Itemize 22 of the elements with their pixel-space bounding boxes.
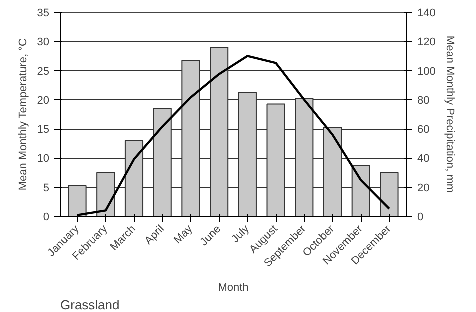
y-tick-label: 10 xyxy=(37,153,50,166)
y2-tick-label: 20 xyxy=(418,182,430,194)
y-tick-label: 0 xyxy=(43,212,50,224)
x-tick-label: May xyxy=(172,222,196,246)
y-tick-label: 15 xyxy=(37,124,50,136)
x-tick-label: July xyxy=(230,222,252,246)
y2-tick-label: 40 xyxy=(418,153,430,166)
y-tick-label: 30 xyxy=(37,36,50,49)
x-axis-title: Month xyxy=(218,282,249,294)
y-tick-label: 25 xyxy=(37,66,50,78)
y-tick-label: 5 xyxy=(43,182,50,194)
y2-tick-label: 0 xyxy=(418,212,424,224)
text: Grassland xyxy=(60,298,120,312)
y2-tick-label: 120 xyxy=(418,36,436,49)
y-axis-title: Mean Monthly Temperature, °C xyxy=(17,38,30,191)
y2-tick-label: 80 xyxy=(418,94,430,107)
y2-tick-label: 100 xyxy=(418,66,436,78)
y2-tick-label: 140 xyxy=(418,8,436,20)
y2-tick-label: 60 xyxy=(418,124,430,136)
y2-axis-title: Mean Monthly Precipitation, mm xyxy=(444,36,456,194)
y-tick-label: 35 xyxy=(37,8,50,20)
y-tick-label: 20 xyxy=(37,94,50,107)
